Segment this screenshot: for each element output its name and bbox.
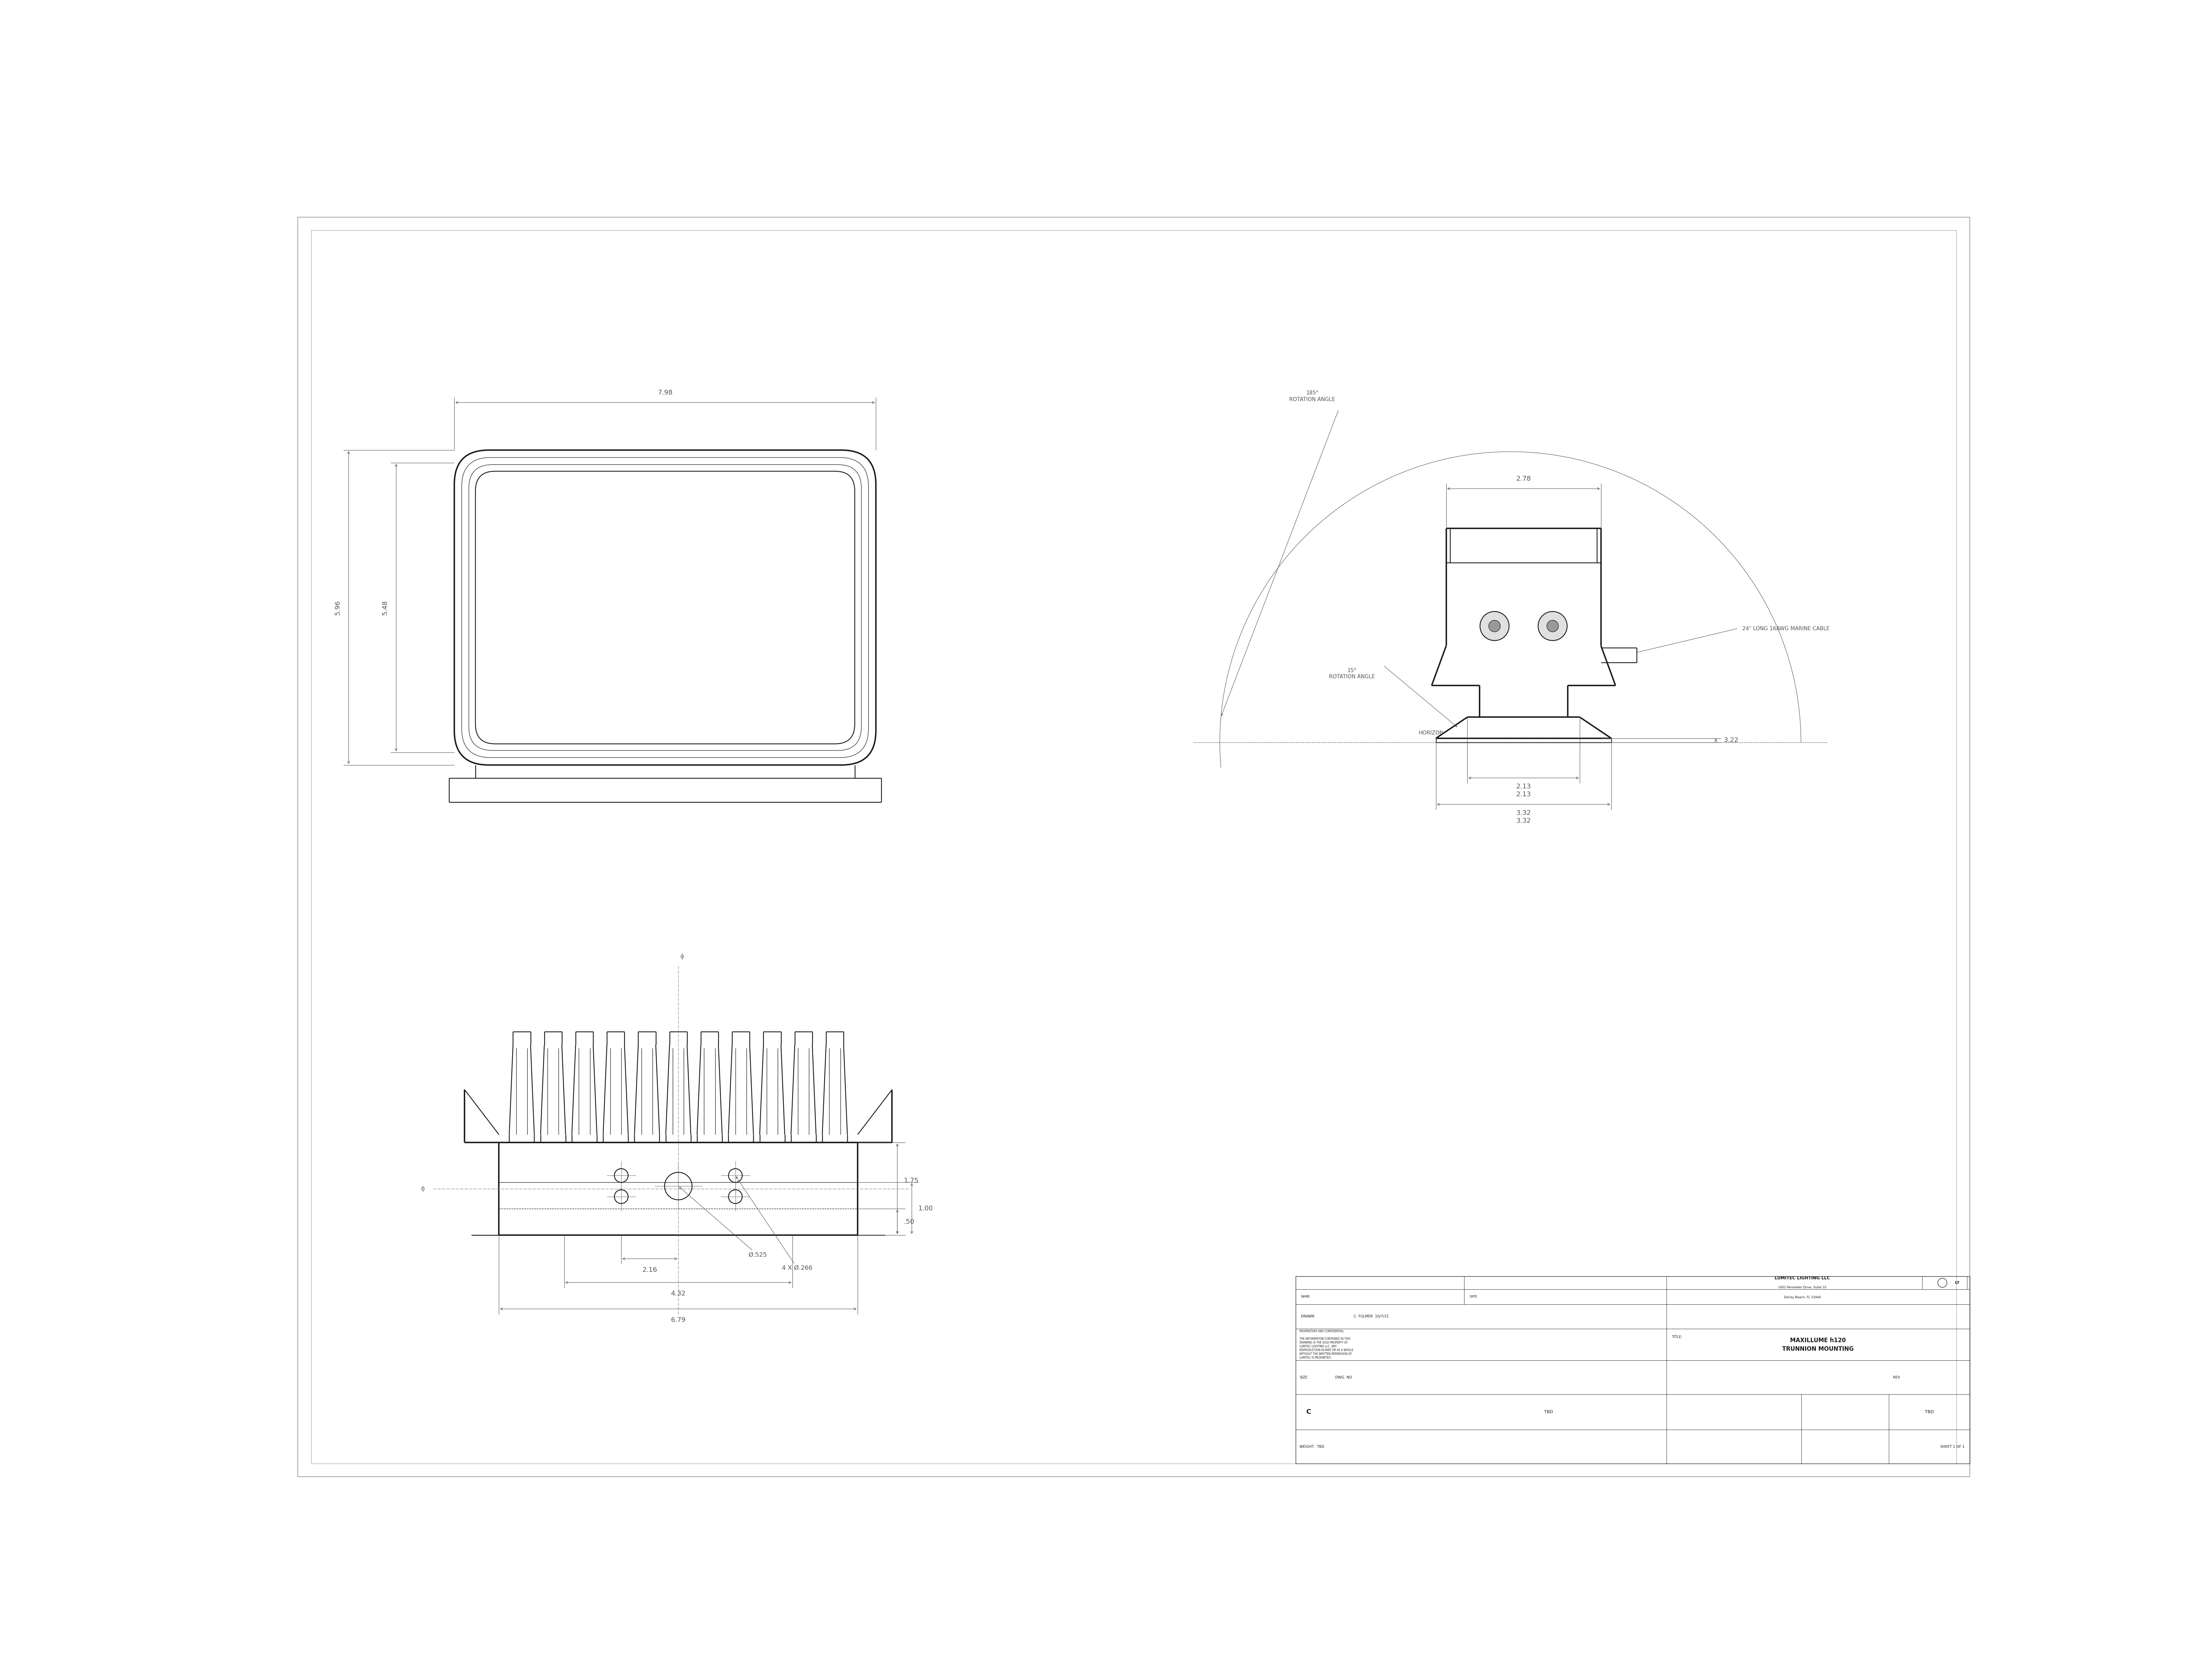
Bar [1296, 1276, 1969, 1464]
Text: .50: .50 [905, 1219, 914, 1224]
Text: SHEET 1 OF 1: SHEET 1 OF 1 [1940, 1446, 1964, 1449]
Circle shape [1489, 620, 1500, 632]
Text: TBD: TBD [1924, 1410, 1933, 1414]
Text: DRAWN: DRAWN [1301, 1315, 1314, 1318]
Text: $\mathsf{\phi}$: $\mathsf{\phi}$ [420, 1186, 425, 1192]
Text: DATE: DATE [1469, 1295, 1478, 1298]
Circle shape [1480, 612, 1509, 641]
Text: 3.22: 3.22 [1723, 736, 1739, 743]
Text: DWG. NO.: DWG. NO. [1336, 1375, 1354, 1378]
Text: 7.98: 7.98 [657, 389, 672, 396]
Circle shape [1537, 612, 1566, 641]
Text: 3.32: 3.32 [1515, 818, 1531, 823]
Text: REV: REV [1893, 1375, 1900, 1378]
Text: NAME: NAME [1301, 1295, 1310, 1298]
Circle shape [1546, 620, 1557, 632]
Text: 2.16: 2.16 [641, 1266, 657, 1273]
Text: 5.96: 5.96 [334, 600, 341, 615]
Text: TITLE:: TITLE: [1672, 1335, 1681, 1338]
Text: 24" LONG 16AWG MARINE CABLE: 24" LONG 16AWG MARINE CABLE [1743, 626, 1829, 631]
Text: TBD: TBD [1544, 1410, 1553, 1414]
Text: Delray Beach, FL 33444: Delray Beach, FL 33444 [1783, 1296, 1820, 1300]
Text: 1402 Perimeter Drive, Suite 10: 1402 Perimeter Drive, Suite 10 [1778, 1286, 1827, 1290]
Text: 5.48: 5.48 [383, 600, 387, 615]
Text: 3.32: 3.32 [1515, 810, 1531, 817]
Text: 2.78: 2.78 [1515, 476, 1531, 481]
Text: HORIZON: HORIZON [1418, 731, 1442, 736]
Text: 4.32: 4.32 [670, 1290, 686, 1296]
Text: MAXILLUME h120
TRUNNION MOUNTING: MAXILLUME h120 TRUNNION MOUNTING [1783, 1337, 1854, 1352]
Text: 1.75: 1.75 [905, 1177, 918, 1184]
Text: 1.00: 1.00 [918, 1206, 933, 1212]
Text: 2.13: 2.13 [1515, 783, 1531, 790]
Text: LUMITEC LIGHTING LLC: LUMITEC LIGHTING LLC [1774, 1276, 1829, 1280]
Text: Ø.525: Ø.525 [679, 1187, 768, 1258]
Text: 6.79: 6.79 [670, 1316, 686, 1323]
Text: 4 X Ø.266: 4 X Ø.266 [737, 1177, 812, 1271]
Text: WEIGHT:  TBD: WEIGHT: TBD [1298, 1446, 1325, 1449]
Text: 15°
ROTATION ANGLE: 15° ROTATION ANGLE [1329, 667, 1374, 679]
Text: LT: LT [1955, 1281, 1960, 1285]
Text: C: C [1307, 1409, 1312, 1415]
Text: 185°
ROTATION ANGLE: 185° ROTATION ANGLE [1290, 391, 1336, 402]
Bar [1922, 1276, 1966, 1290]
Text: PROPRIETARY AND CONFIDENTIAL

THE INFORMATION CONTAINED IN THIS
DRAWING IS THE S: PROPRIETARY AND CONFIDENTIAL THE INFORMA… [1298, 1330, 1354, 1360]
Text: $\mathsf{\phi}$: $\mathsf{\phi}$ [679, 953, 684, 961]
Text: C. FULMER  10/7/15: C. FULMER 10/7/15 [1354, 1315, 1389, 1318]
Text: 2.13: 2.13 [1515, 792, 1531, 798]
Text: SIZE: SIZE [1298, 1375, 1307, 1378]
